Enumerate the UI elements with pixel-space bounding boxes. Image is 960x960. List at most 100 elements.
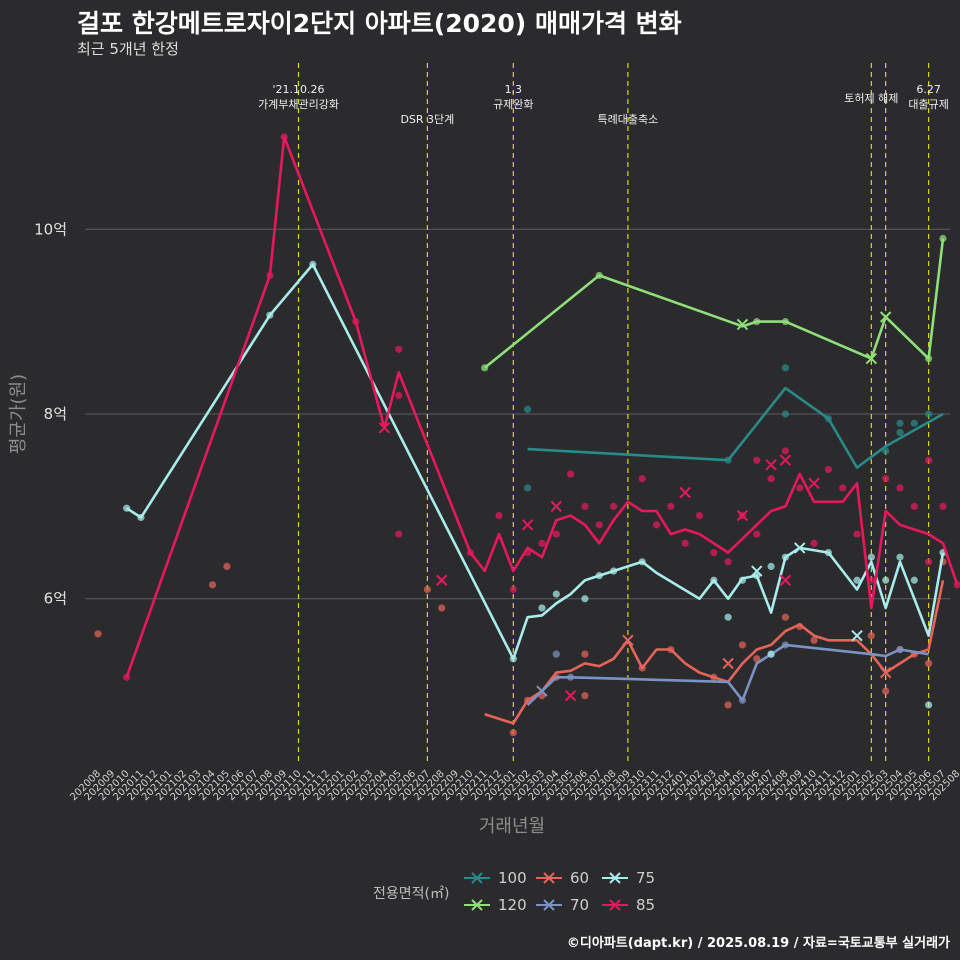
data-point-85 [552, 530, 560, 538]
data-point-75 [781, 553, 790, 561]
series-line-100 [527, 386, 944, 469]
data-point-60 [925, 659, 933, 667]
y-tick-label: 8억 [44, 405, 67, 423]
data-point-85 [395, 345, 403, 353]
data-point-100 [910, 419, 918, 427]
data-point-75 [867, 553, 875, 561]
data-point-70 [566, 673, 575, 681]
legend-key-icon [536, 899, 562, 911]
legend-label: 85 [636, 896, 656, 914]
data-point-100 [824, 415, 832, 423]
data-point-60 [223, 562, 231, 571]
data-point-85 [566, 470, 575, 478]
data-point-75 [266, 311, 274, 319]
data-point-60 [753, 655, 761, 663]
event-label: '21.10.26 [272, 83, 324, 96]
data-point-60 [423, 585, 431, 594]
data-point-85 [810, 539, 818, 547]
event-label: 1.3 [505, 83, 523, 96]
cancelled-trade-75 [751, 565, 763, 577]
data-point-75 [824, 548, 832, 557]
data-point-85 [524, 548, 532, 557]
cancelled-trade-120 [865, 352, 878, 365]
data-point-85 [595, 521, 603, 529]
data-point-60 [810, 636, 818, 644]
data-point-100 [896, 419, 904, 427]
data-point-75 [853, 576, 861, 584]
data-point-85 [609, 502, 618, 510]
data-point-75 [882, 576, 890, 584]
data-point-85 [123, 673, 131, 681]
cancelled-trade-85 [521, 519, 534, 531]
data-point-85 [280, 133, 288, 141]
data-point-75 [638, 558, 646, 566]
cancelled-trade-60 [879, 666, 892, 679]
data-point-85 [395, 391, 403, 400]
data-point-70 [738, 696, 747, 704]
data-point-85 [681, 539, 689, 547]
data-point-60 [710, 673, 718, 681]
data-point-120 [595, 271, 603, 280]
legend-item-75: 75 [600, 867, 655, 889]
data-point-85 [352, 318, 360, 326]
legend-key-icon [464, 899, 490, 911]
legend-label: 70 [570, 896, 590, 914]
data-point-120 [925, 354, 933, 363]
data-point-75 [137, 513, 145, 522]
cancelled-trade-75 [794, 542, 806, 554]
x-axis-title: 거래년월 [479, 816, 545, 837]
data-point-85 [839, 484, 847, 492]
data-point-85 [753, 530, 761, 538]
data-point-60 [867, 632, 875, 640]
series-line-75 [125, 263, 945, 661]
cancelled-trade-85 [679, 486, 691, 499]
data-point-85 [466, 548, 474, 557]
data-point-85 [581, 502, 589, 510]
data-point-70 [781, 641, 790, 649]
legend-label: 60 [570, 869, 590, 887]
data-point-85 [896, 484, 904, 492]
series-line-85 [125, 135, 959, 678]
data-point-100 [882, 447, 890, 455]
event-label: 특례대출축소 [598, 113, 659, 126]
cancelled-trade-85 [550, 500, 562, 513]
data-point-75 [710, 576, 718, 584]
data-point-85 [652, 521, 661, 529]
data-point-100 [524, 405, 532, 413]
data-point-75 [552, 590, 560, 598]
data-point-85 [767, 475, 775, 483]
legend-item-60: 60 [534, 867, 589, 889]
legend-item-85: 85 [600, 894, 655, 916]
data-point-75 [123, 504, 131, 512]
data-point-75 [896, 553, 904, 561]
y-tick-label: 10억 [34, 220, 67, 238]
data-point-75 [724, 613, 732, 621]
data-point-100 [524, 484, 532, 492]
data-point-85 [925, 558, 933, 566]
cancelled-trade-60 [722, 657, 734, 670]
data-point-60 [638, 664, 646, 672]
data-point-75 [925, 701, 933, 709]
data-point-75 [767, 650, 775, 658]
series-line-70 [526, 643, 929, 706]
event-label: 대출규제 [908, 98, 948, 111]
data-point-75 [910, 576, 918, 584]
legend-key-icon [464, 872, 490, 884]
data-point-85 [667, 502, 675, 510]
cancelled-trade-85 [779, 454, 792, 466]
legend-label: 100 [498, 869, 527, 887]
data-point-85 [710, 548, 718, 557]
data-point-70 [896, 645, 904, 654]
data-point-60 [667, 645, 675, 654]
data-point-85 [266, 271, 274, 280]
cancelled-trade-60 [622, 634, 634, 647]
data-point-60 [882, 687, 890, 695]
data-point-85 [953, 581, 960, 589]
data-point-85 [495, 512, 503, 520]
legend-key-icon [602, 899, 628, 911]
data-point-120 [781, 318, 790, 326]
cancelled-trade-70 [536, 685, 548, 697]
cancelled-trade-120 [736, 318, 749, 331]
data-point-100 [925, 410, 933, 418]
series-line-60 [484, 580, 945, 725]
